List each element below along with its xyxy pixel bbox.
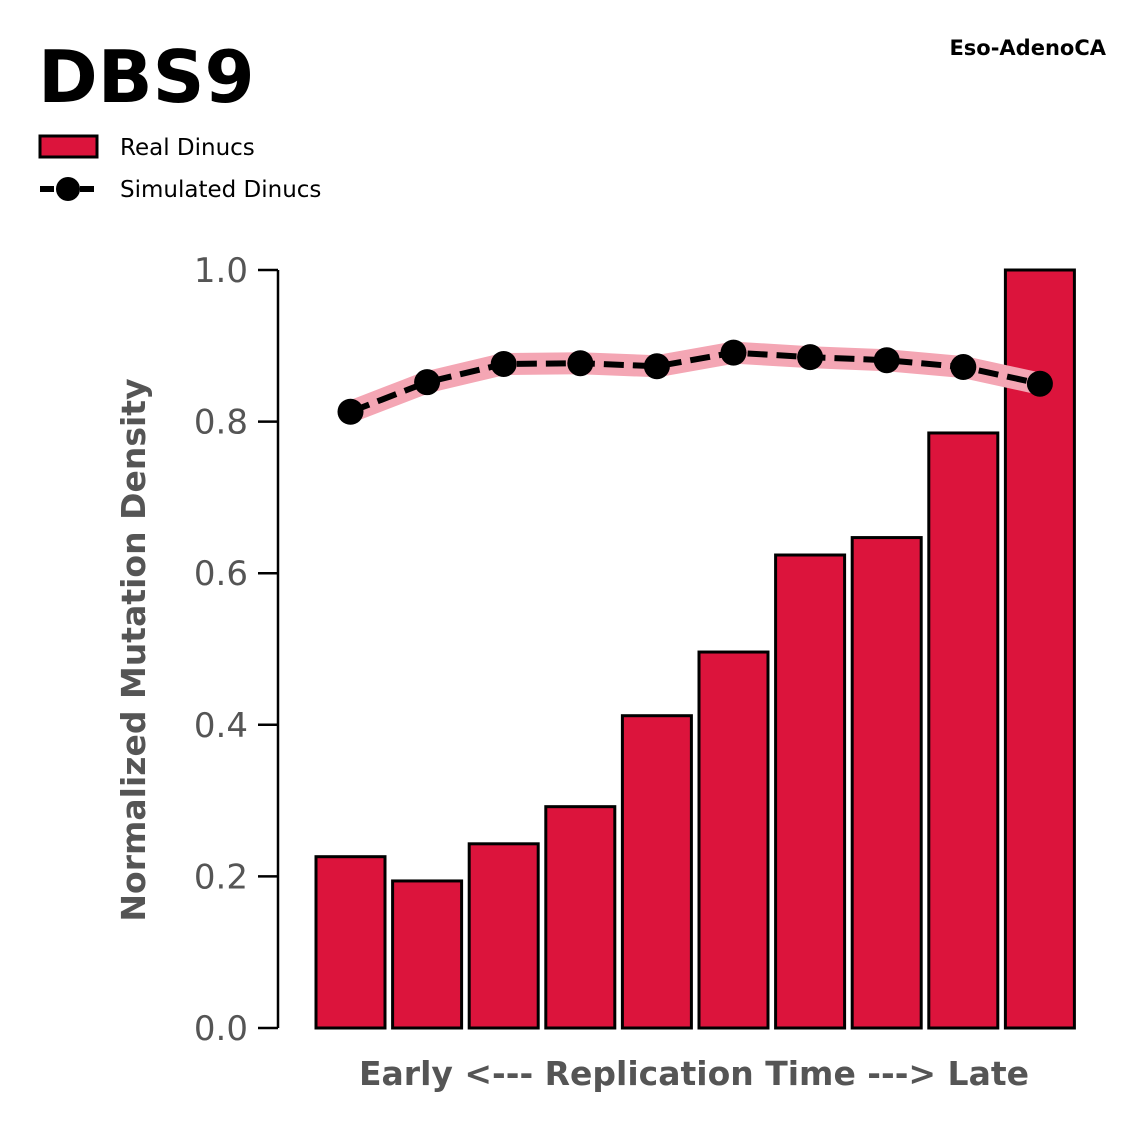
legend-marker-simulated	[56, 177, 80, 201]
simulated-point	[490, 350, 517, 377]
legend-label-real: Real Dinucs	[120, 135, 255, 161]
y-axis-ticks: 0.0 0.2 0.4 0.6 0.8 1.0	[194, 251, 278, 1049]
bar-real-dinucs	[544, 805, 617, 1030]
bar-real-dinucs	[620, 714, 693, 1030]
y-tick-label: 0.2	[194, 857, 248, 897]
y-tick-label: 0.6	[194, 554, 248, 594]
simulated-point	[643, 353, 670, 380]
bar-real-dinucs	[391, 879, 464, 1030]
legend-label-simulated: Simulated Dinucs	[120, 177, 321, 203]
x-axis-label: Early <--- Replication Time ---> Late	[359, 1054, 1029, 1093]
chart-subtitle: Eso-AdenoCA	[949, 36, 1106, 60]
bar-real-dinucs	[850, 536, 923, 1030]
simulated-point	[337, 398, 364, 425]
bar-real-dinucs	[314, 855, 387, 1030]
simulated-point	[950, 354, 977, 381]
legend: Real Dinucs Simulated Dinucs	[38, 134, 321, 203]
y-tick-label: 0.0	[194, 1009, 248, 1049]
y-tick-label: 1.0	[194, 251, 248, 291]
simulated-point	[797, 344, 824, 371]
simulated-point	[1026, 370, 1053, 397]
bar-real-dinucs	[927, 431, 1000, 1030]
bar-real-dinucs	[774, 553, 847, 1030]
bar-real-dinucs	[467, 842, 540, 1030]
simulated-point	[873, 347, 900, 374]
simulated-point	[567, 350, 594, 377]
bar-real-dinucs	[697, 650, 770, 1030]
chart-title: DBS9	[38, 35, 255, 119]
simulated-point	[720, 339, 747, 366]
y-tick-label: 0.8	[194, 403, 248, 443]
simulated-point	[414, 369, 441, 396]
y-tick-label: 0.4	[194, 706, 248, 746]
legend-swatch-real	[38, 134, 99, 159]
bars	[314, 268, 1076, 1030]
simulated-dashed-line	[349, 349, 1041, 415]
simulated-line	[337, 339, 1053, 425]
y-axis-label: Normalized Mutation Density	[114, 378, 153, 921]
